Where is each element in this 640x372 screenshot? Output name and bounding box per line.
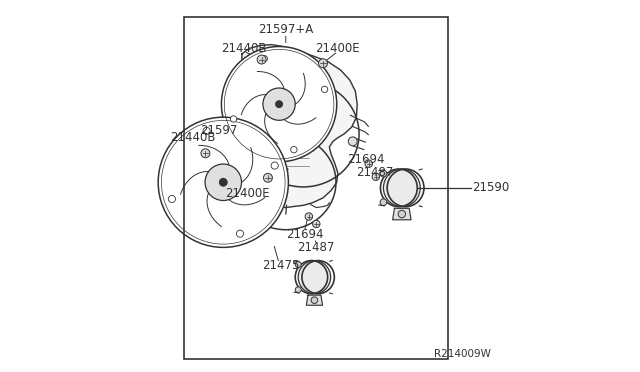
Circle shape <box>372 173 380 180</box>
Circle shape <box>291 147 297 153</box>
Circle shape <box>168 195 175 203</box>
Circle shape <box>158 117 289 247</box>
Circle shape <box>261 55 268 62</box>
Circle shape <box>264 173 273 182</box>
Text: 21440B: 21440B <box>221 42 266 55</box>
Circle shape <box>348 137 357 146</box>
Circle shape <box>271 162 278 169</box>
Text: 21475: 21475 <box>262 260 300 272</box>
Circle shape <box>305 213 312 220</box>
Circle shape <box>221 46 337 162</box>
Circle shape <box>257 55 266 64</box>
Circle shape <box>380 170 387 177</box>
Circle shape <box>295 262 301 267</box>
Circle shape <box>236 230 244 237</box>
Circle shape <box>220 179 227 186</box>
Text: 21694: 21694 <box>347 154 384 166</box>
Circle shape <box>398 210 406 218</box>
Text: 21440B: 21440B <box>170 131 216 144</box>
Circle shape <box>263 88 295 120</box>
Text: 21597: 21597 <box>200 124 237 137</box>
Text: 21590: 21590 <box>472 182 510 194</box>
Polygon shape <box>392 208 411 220</box>
Text: 21400E: 21400E <box>316 42 360 55</box>
Circle shape <box>295 287 301 293</box>
Circle shape <box>203 127 210 134</box>
Circle shape <box>365 160 372 167</box>
Circle shape <box>205 164 241 201</box>
Text: 21400E: 21400E <box>225 187 270 200</box>
Circle shape <box>321 86 328 93</box>
Ellipse shape <box>383 169 420 207</box>
Circle shape <box>380 199 387 205</box>
Polygon shape <box>235 45 357 208</box>
Text: 21694: 21694 <box>286 228 324 241</box>
Circle shape <box>276 101 282 108</box>
Text: 21487: 21487 <box>356 167 394 179</box>
Circle shape <box>201 149 210 158</box>
Bar <box>184 17 449 359</box>
Circle shape <box>312 220 320 228</box>
Circle shape <box>311 297 317 304</box>
Circle shape <box>319 59 328 68</box>
Text: 21487: 21487 <box>298 241 335 254</box>
Ellipse shape <box>298 260 331 294</box>
Text: R214009W: R214009W <box>435 349 491 359</box>
Polygon shape <box>307 295 323 305</box>
Circle shape <box>230 116 237 122</box>
Text: 21597+A: 21597+A <box>258 23 314 36</box>
